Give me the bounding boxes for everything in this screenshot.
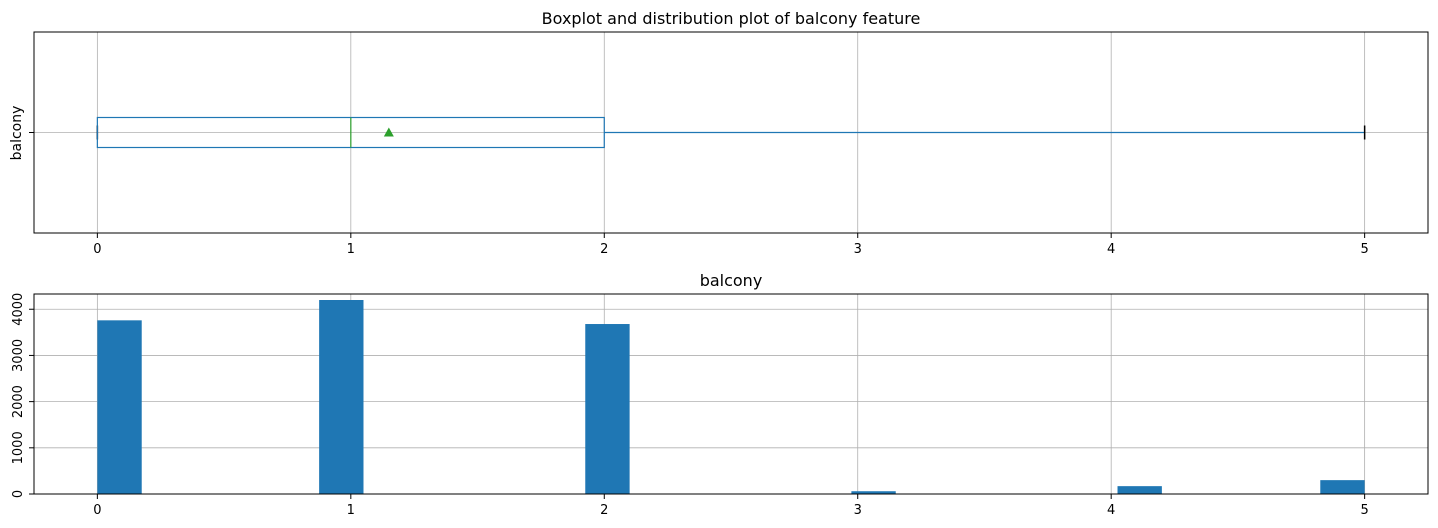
histogram-x-tick-label: 0 <box>93 503 101 518</box>
histogram-frame <box>33 293 1429 495</box>
boxplot-ylabel: balcony <box>9 106 25 161</box>
histogram-y-tick-label: 0 <box>11 490 26 498</box>
boxplot-frame <box>33 31 1429 234</box>
histogram-bars <box>97 300 1365 494</box>
histogram-panel: balcony 0 1 2 3 4 5 0 1000 2000 3000 4000 <box>11 271 1429 518</box>
histogram-y-tick-label: 3000 <box>11 339 26 372</box>
boxplot-x-tick-label: 2 <box>600 242 608 257</box>
histogram-y-tick-label: 1000 <box>11 431 26 464</box>
histogram-bar <box>97 320 142 494</box>
boxplot-panel: Boxplot and distribution plot of balcony… <box>9 9 1429 257</box>
boxplot-x-tick-label: 4 <box>1107 242 1115 257</box>
boxplot-x-tick-label: 3 <box>854 242 862 257</box>
histogram-gridlines <box>34 294 1428 495</box>
boxplot-x-tick-label: 5 <box>1360 242 1368 257</box>
histogram-title: balcony <box>700 271 763 290</box>
histogram-x-tick-label: 2 <box>600 503 608 518</box>
histogram-y-tick-label: 4000 <box>11 293 26 326</box>
histogram-x-tick-label: 3 <box>854 503 862 518</box>
histogram-bar <box>851 491 896 494</box>
histogram-x-tick-label: 4 <box>1107 503 1115 518</box>
histogram-bar <box>1320 480 1365 494</box>
histogram-y-ticks: 0 1000 2000 3000 4000 <box>11 293 34 498</box>
boxplot-x-tick-label: 1 <box>347 242 355 257</box>
boxplot-mean-marker <box>383 127 394 137</box>
histogram-bar <box>319 300 364 494</box>
histogram-bar <box>585 324 630 494</box>
boxplot-x-ticks: 0 1 2 3 4 5 <box>93 233 1369 257</box>
histogram-x-tick-label: 1 <box>347 503 355 518</box>
histogram-bar <box>1117 486 1162 494</box>
boxplot-body <box>96 116 1366 149</box>
boxplot-title: Boxplot and distribution plot of balcony… <box>542 9 921 28</box>
boxplot-x-tick-label: 0 <box>93 242 101 257</box>
histogram-x-ticks: 0 1 2 3 4 5 <box>93 494 1369 518</box>
histogram-x-tick-label: 5 <box>1360 503 1368 518</box>
histogram-y-tick-label: 2000 <box>11 385 26 418</box>
